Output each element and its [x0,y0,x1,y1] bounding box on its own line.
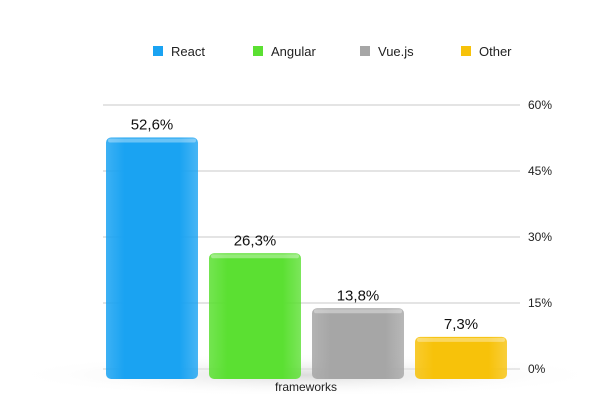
legend-swatch [461,46,471,56]
legend-swatch [360,46,370,56]
data-label: 13,8% [337,287,380,304]
y-axis-ticks: 0% 15% 30% 45% 60% [528,98,552,376]
y-tick-label: 60% [528,98,552,112]
data-label: 52,6% [131,117,174,134]
data-label: 26,3% [234,232,277,249]
legend-label: Other [479,44,512,59]
legend-label: Vue.js [378,44,414,59]
bar-highlight [211,254,299,259]
bar-vue-js [312,308,404,379]
legend: React Angular Vue.js Other [153,44,512,59]
y-tick-label: 0% [528,362,546,376]
bar-highlight [108,138,196,143]
y-tick-label: 15% [528,296,552,310]
bar-highlight [314,309,402,314]
legend-label: React [171,44,205,59]
legend-label: Angular [271,44,316,59]
bar-react [106,137,198,379]
legend-swatch [153,46,163,56]
bar-highlight [417,337,505,342]
y-tick-label: 45% [528,164,552,178]
legend-swatch [253,46,263,56]
y-tick-label: 30% [528,230,552,244]
value-labels: 52,6% 26,3% 13,8% 7,3% [131,117,478,333]
bar-other [415,336,507,379]
bar-angular [209,253,301,379]
bars [106,137,507,379]
x-axis-title: frameworks [275,380,337,394]
data-label: 7,3% [444,316,478,333]
